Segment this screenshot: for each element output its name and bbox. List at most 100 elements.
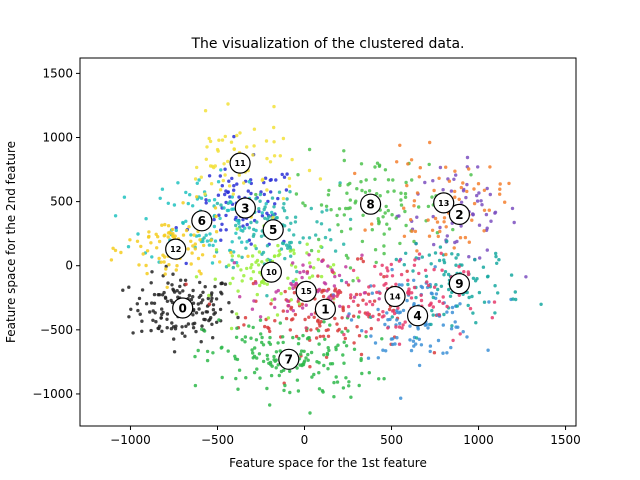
cluster-center-label: 14: [389, 292, 401, 301]
data-point-cluster-8: [377, 219, 381, 223]
data-point-cluster-10: [287, 286, 292, 291]
data-point-cluster-12: [202, 243, 206, 248]
data-point-cluster-10: [235, 227, 239, 231]
data-point-cluster-7: [299, 349, 304, 353]
data-point-cluster-13: [436, 234, 440, 239]
data-point-cluster-5: [240, 255, 244, 259]
data-point-cluster-13: [402, 206, 406, 210]
data-point-cluster-11: [237, 173, 241, 177]
data-point-cluster-12: [195, 195, 199, 199]
data-point-cluster-15: [362, 291, 367, 295]
cluster-center-label: 6: [198, 214, 206, 228]
data-point-cluster-11: [195, 165, 199, 170]
data-point-cluster-5: [283, 256, 287, 261]
data-point-cluster-7: [364, 334, 368, 339]
x-tick-label: −500: [201, 433, 234, 447]
data-point-cluster-0: [165, 317, 169, 321]
data-point-cluster-6: [186, 201, 190, 206]
data-point-cluster-5: [274, 216, 279, 220]
data-point-cluster-11: [281, 196, 286, 201]
data-point-cluster-7: [255, 367, 259, 371]
data-point-cluster-13: [487, 208, 491, 212]
data-point-cluster-0: [211, 303, 216, 307]
data-point-cluster-1: [432, 351, 437, 355]
data-point-cluster-10: [316, 249, 321, 253]
data-point-cluster-6: [172, 203, 177, 207]
data-point-cluster-7: [323, 337, 327, 341]
data-point-cluster-14: [342, 332, 346, 337]
data-point-cluster-0: [209, 299, 213, 303]
data-point-cluster-5: [270, 196, 275, 200]
data-point-cluster-12: [139, 244, 143, 249]
data-point-cluster-4: [409, 348, 414, 353]
data-point-cluster-8: [373, 165, 377, 169]
data-point-cluster-4: [398, 321, 402, 326]
data-point-cluster-12: [170, 227, 175, 232]
data-point-cluster-6: [232, 250, 236, 254]
data-point-cluster-14: [419, 298, 424, 303]
data-point-cluster-2: [477, 223, 482, 227]
data-point-cluster-8: [345, 191, 349, 195]
data-point-cluster-10: [319, 274, 324, 279]
data-point-cluster-7: [322, 320, 326, 324]
data-point-cluster-15: [304, 303, 308, 307]
data-point-cluster-15: [338, 304, 342, 308]
data-point-cluster-1: [293, 312, 298, 317]
data-point-cluster-3: [268, 178, 272, 182]
data-point-cluster-9: [471, 276, 476, 280]
data-point-cluster-13: [413, 229, 418, 234]
data-point-cluster-5: [252, 232, 256, 237]
data-point-cluster-8: [381, 215, 385, 219]
data-point-cluster-9: [495, 261, 499, 265]
data-point-cluster-7: [288, 369, 292, 373]
data-point-cluster-0: [194, 311, 199, 315]
data-point-cluster-11: [207, 136, 211, 141]
data-point-cluster-9: [442, 273, 446, 277]
data-point-cluster-10: [236, 264, 240, 268]
cluster-center-label: 0: [179, 301, 187, 315]
x-tick-label: 1000: [463, 433, 494, 447]
data-point-cluster-2: [476, 165, 480, 169]
data-point-cluster-0: [127, 315, 131, 319]
data-point-cluster-5: [327, 228, 332, 232]
data-point-cluster-6: [222, 206, 226, 210]
data-point-cluster-8: [309, 248, 314, 253]
data-point-cluster-7: [278, 321, 282, 325]
data-point-cluster-11: [223, 173, 227, 177]
data-point-cluster-11: [261, 177, 265, 181]
data-point-cluster-7: [312, 372, 316, 377]
data-point-cluster-8: [383, 168, 388, 172]
data-point-cluster-6: [254, 228, 258, 233]
data-point-cluster-1: [349, 296, 353, 300]
data-point-cluster-10: [240, 279, 244, 283]
data-point-cluster-10: [213, 277, 217, 281]
data-point-cluster-3: [260, 214, 265, 218]
data-point-cluster-7: [346, 329, 350, 333]
data-point-cluster-5: [323, 235, 328, 240]
data-point-cluster-4: [399, 396, 403, 400]
data-point-cluster-8: [303, 203, 307, 208]
data-point-cluster-9: [402, 263, 406, 267]
data-point-cluster-10: [257, 250, 262, 254]
data-point-cluster-11: [271, 215, 275, 220]
data-point-cluster-7: [277, 373, 281, 378]
data-point-cluster-5: [231, 265, 235, 270]
data-point-cluster-5: [315, 220, 319, 224]
data-point-cluster-13: [353, 171, 357, 176]
data-point-cluster-7: [251, 325, 255, 330]
data-point-cluster-5: [282, 209, 287, 213]
data-point-cluster-1: [359, 256, 363, 261]
data-point-cluster-7: [220, 345, 224, 349]
data-point-cluster-10: [316, 257, 320, 262]
data-point-cluster-10: [331, 263, 336, 267]
data-point-cluster-11: [209, 182, 214, 186]
data-point-cluster-13: [465, 189, 469, 194]
data-point-cluster-4: [395, 336, 399, 340]
data-point-cluster-7: [298, 363, 302, 367]
data-point-cluster-1: [318, 324, 322, 328]
data-point-cluster-12: [165, 285, 169, 289]
data-point-cluster-12: [168, 231, 172, 235]
data-point-cluster-10: [328, 265, 333, 269]
data-point-cluster-15: [320, 259, 324, 263]
data-point-cluster-4: [412, 344, 416, 348]
